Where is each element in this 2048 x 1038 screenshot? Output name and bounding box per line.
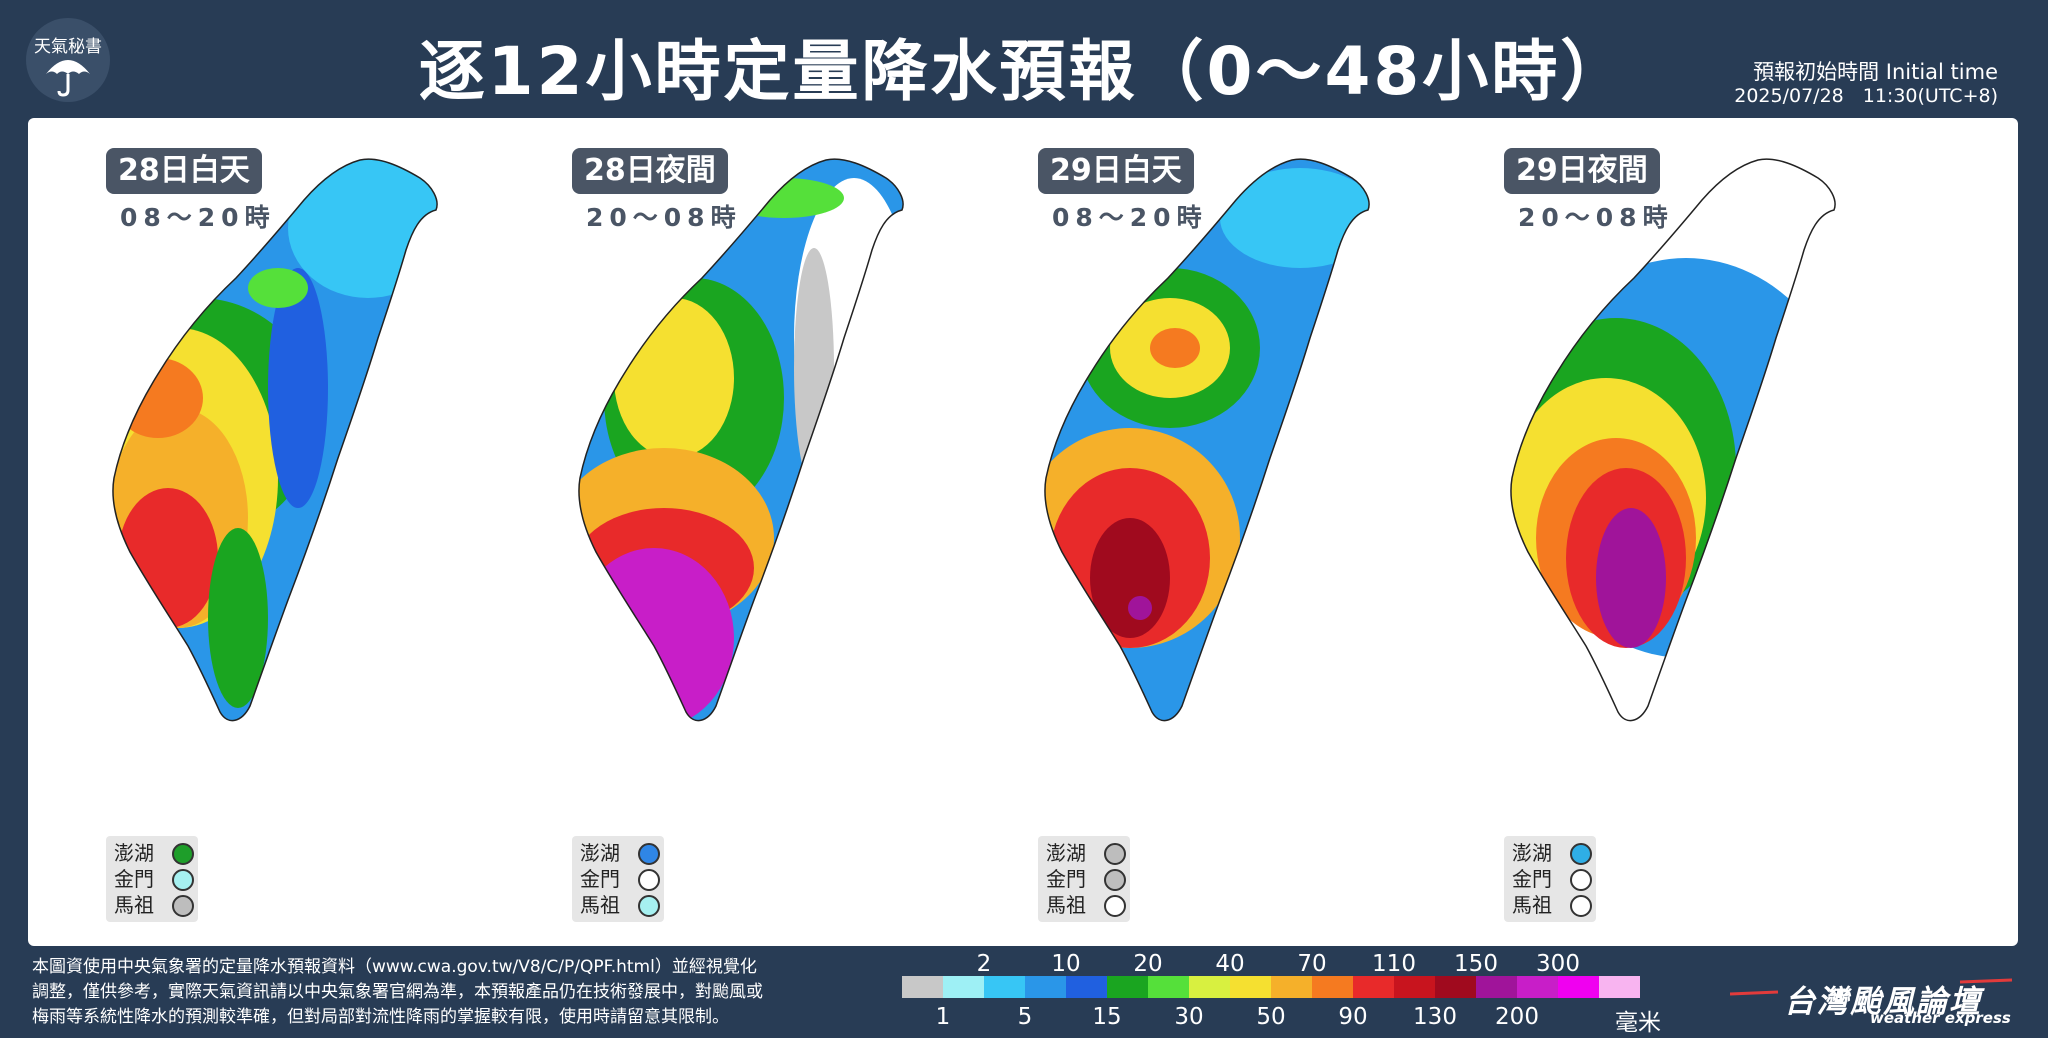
tianqi-mishu-logo: 天氣秘書 [26, 18, 110, 102]
scale-swatch [1517, 976, 1558, 998]
island-dot [638, 843, 660, 865]
brand-subtitle: weather express [1870, 1009, 2011, 1027]
island-dot [638, 895, 660, 917]
map-3-islands: 澎湖 金門 馬祖 [1038, 836, 1130, 922]
island-name: 馬祖 [1512, 893, 1552, 917]
island-name: 澎湖 [580, 841, 620, 865]
scale-swatch [1558, 976, 1599, 998]
island-name: 金門 [114, 867, 154, 891]
scale-swatch [1230, 976, 1271, 998]
rainfall-maps-svg [112, 158, 1836, 722]
map-3-period: 29日白天 [1038, 148, 1194, 194]
map-1-period: 28日白天 [106, 148, 262, 194]
island-dot [172, 895, 194, 917]
island-name: 馬祖 [1046, 893, 1086, 917]
map-2-period: 28日夜間 [572, 148, 728, 194]
disclaimer-line-3: 梅雨等系統性降水的預測較準確，但對局部對流性降雨的掌握較有限，使用時請留意其限制… [32, 1007, 729, 1027]
scale-label-bottom: 200 [1495, 1004, 1539, 1030]
island-name: 金門 [1512, 867, 1552, 891]
brand-name: 台灣颱風論壇 [1784, 984, 1982, 1020]
island-dot [1104, 895, 1126, 917]
scale-label-bottom: 1 [935, 1004, 951, 1030]
island-name: 金門 [1046, 867, 1086, 891]
scale-label-bottom: 30 [1174, 1004, 1204, 1030]
map-4-islands: 澎湖 金門 馬祖 [1504, 836, 1596, 922]
scale-swatch [1189, 976, 1230, 998]
map-4-period: 29日夜間 [1504, 148, 1660, 194]
initial-time-value: 2025/07/28 11:30(UTC+8) [1734, 85, 1998, 107]
island-dot [1570, 843, 1592, 865]
scale-swatch [984, 976, 1025, 998]
scale-swatch [902, 976, 943, 998]
island-name: 澎湖 [1046, 841, 1086, 865]
scale-label-top: 10 [1051, 951, 1081, 977]
scale-label-top: 300 [1536, 951, 1580, 977]
initial-time-label: 預報初始時間 Initial time [1753, 60, 1998, 84]
taiwan-typhoon-forum-logo: 台灣颱風論壇 weather express [1730, 972, 2030, 1032]
maps-panel: 28日白天 08～20時 28日夜間 20～08時 29日白天 08～20時 2… [28, 118, 2018, 946]
brand-swoosh [1730, 978, 2013, 996]
disclaimer-line-1: 本圖資使用中央氣象署的定量降水預報資料（www.cwa.gov.tw/V8/C/… [32, 957, 757, 977]
logo-text: 天氣秘書 [34, 37, 102, 57]
island-name: 金門 [580, 867, 620, 891]
map-2-hours: 20～08時 [586, 203, 742, 232]
island-dot [172, 869, 194, 891]
scale-label-bottom: 90 [1338, 1004, 1368, 1030]
scale-label-bottom: 15 [1092, 1004, 1122, 1030]
initial-time-block: 預報初始時間 Initial time 2025/07/28 11:30(UTC… [1734, 60, 1998, 108]
scale-swatch [1476, 976, 1517, 998]
scale-label-bottom: 50 [1256, 1004, 1286, 1030]
scale-label-top: 2 [976, 951, 992, 977]
map-1-islands: 澎湖 金門 馬祖 [106, 836, 198, 922]
scale-label-top: 150 [1454, 951, 1498, 977]
scale-swatch [1107, 976, 1148, 998]
map-4-hours: 20～08時 [1518, 203, 1674, 232]
island-dot [172, 843, 194, 865]
island-dot [1104, 843, 1126, 865]
island-dot [1570, 869, 1592, 891]
island-dot [638, 869, 660, 891]
scale-swatch [1148, 976, 1189, 998]
scale-label-bottom: 130 [1413, 1004, 1457, 1030]
map-1-hours: 08～20時 [120, 203, 276, 232]
island-name: 馬祖 [114, 893, 154, 917]
page-title: 逐12小時定量降水預報（0～48小時） [418, 33, 1630, 110]
island-name: 澎湖 [1512, 841, 1552, 865]
map-3-hours: 08～20時 [1052, 203, 1208, 232]
island-name: 馬祖 [580, 893, 620, 917]
scale-label-top: 70 [1297, 951, 1327, 977]
scale-label-top: 20 [1133, 951, 1163, 977]
island-dot [1570, 895, 1592, 917]
scale-swatch [1271, 976, 1312, 998]
island-name: 澎湖 [114, 841, 154, 865]
scale-swatch [1435, 976, 1476, 998]
map-2-islands: 澎湖 金門 馬祖 [572, 836, 664, 922]
umbrella-icon [46, 60, 90, 97]
scale-swatch [1066, 976, 1107, 998]
scale-swatch [1312, 976, 1353, 998]
unit-label: 毫米 [1615, 1010, 1661, 1036]
scale-swatch [1353, 976, 1394, 998]
header: 天氣秘書 逐12小時定量降水預報（0～48小時） 預報初始時間 Initial … [0, 0, 2048, 118]
island-dot [1104, 869, 1126, 891]
scale-label-top: 40 [1215, 951, 1245, 977]
footer-disclaimer: 本圖資使用中央氣象署的定量降水預報資料（www.cwa.gov.tw/V8/C/… [32, 955, 902, 1030]
scale-swatch [1025, 976, 1066, 998]
scale-swatch [1394, 976, 1435, 998]
scale-label-bottom: 5 [1017, 1004, 1033, 1030]
scale-swatch [1599, 976, 1640, 998]
disclaimer-line-2: 調整，僅供參考，實際天氣資訊請以中央氣象署官網為準，本預報產品仍在技術發展中，對… [32, 982, 763, 1002]
scale-label-top: 110 [1372, 951, 1416, 977]
scale-swatch [943, 976, 984, 998]
